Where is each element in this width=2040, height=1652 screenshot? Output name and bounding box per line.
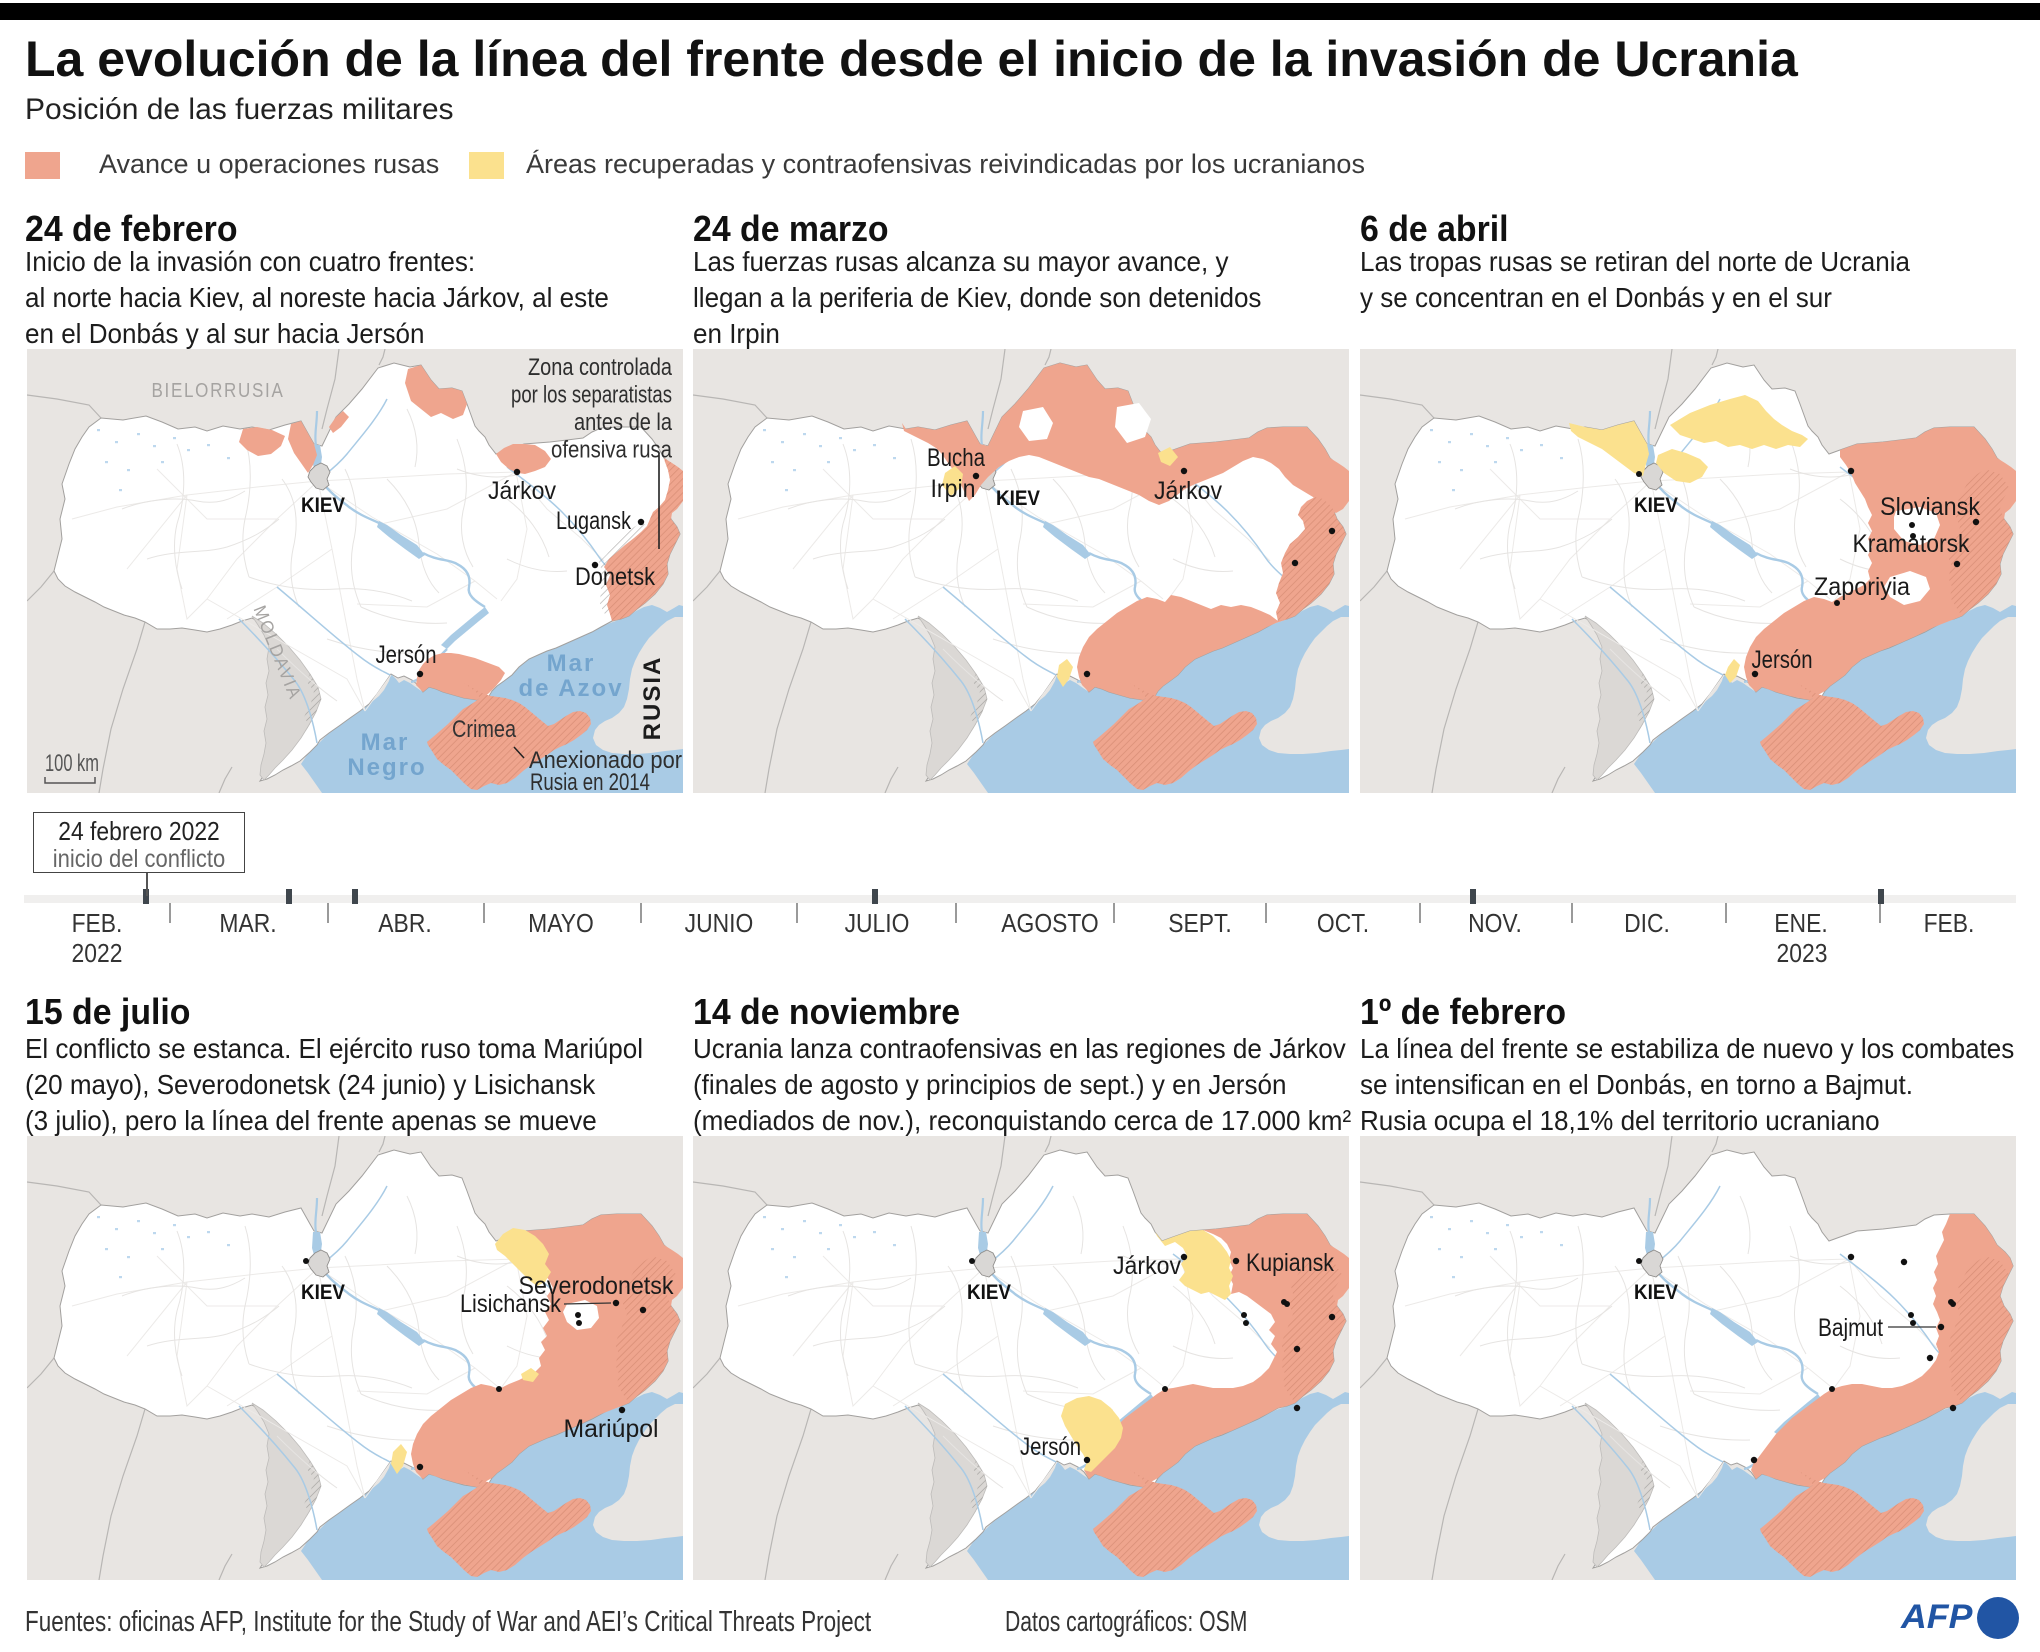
svg-text:Sloviansk: Sloviansk (1880, 493, 1980, 521)
svg-text:KIEV: KIEV (1634, 1281, 1678, 1304)
svg-text:RUSIA: RUSIA (639, 656, 666, 741)
svg-text:BIELORRUSIA: BIELORRUSIA (152, 380, 285, 402)
svg-text:Bajmut: Bajmut (1818, 1314, 1883, 1342)
svg-text:KIEV: KIEV (1634, 494, 1678, 517)
svg-text:de Azov: de Azov (518, 675, 623, 702)
svg-text:Bucha: Bucha (927, 444, 985, 472)
svg-text:ofensiva rusa: ofensiva rusa (551, 437, 673, 464)
svg-text:Mar: Mar (361, 729, 410, 756)
svg-text:Jersón: Jersón (1752, 646, 1813, 674)
svg-text:Kramatorsk: Kramatorsk (1853, 530, 1970, 558)
svg-text:KIEV: KIEV (996, 487, 1040, 510)
svg-text:KIEV: KIEV (301, 1281, 345, 1304)
svg-text:Járkov: Járkov (488, 477, 556, 505)
svg-text:Jersón: Jersón (1020, 1433, 1081, 1461)
svg-text:Rusia en 2014: Rusia en 2014 (530, 769, 650, 793)
svg-text:Zona controlada: Zona controlada (528, 354, 673, 381)
svg-text:KIEV: KIEV (301, 494, 345, 517)
svg-text:Mariúpol: Mariúpol (564, 1415, 659, 1443)
svg-text:Crimea: Crimea (452, 716, 517, 743)
svg-text:KIEV: KIEV (967, 1281, 1011, 1304)
svg-text:100 km: 100 km (45, 750, 99, 777)
svg-text:Jersón: Jersón (376, 641, 437, 669)
svg-text:Járkov: Járkov (1154, 477, 1222, 505)
svg-text:Irpin: Irpin (931, 475, 976, 503)
svg-text:Járkov: Járkov (1113, 1252, 1181, 1280)
svg-text:por los separatistas: por los separatistas (511, 382, 672, 409)
svg-text:Zaporiyia: Zaporiyia (1814, 573, 1910, 601)
svg-text:Severodonetsk: Severodonetsk (519, 1272, 674, 1300)
svg-text:Mar: Mar (547, 650, 596, 677)
svg-text:Lugansk: Lugansk (556, 507, 631, 535)
svg-text:Kupiansk: Kupiansk (1246, 1249, 1334, 1277)
svg-text:Donetsk: Donetsk (575, 563, 655, 591)
svg-text:Lisichansk: Lisichansk (460, 1290, 561, 1318)
svg-text:antes de la: antes de la (574, 409, 673, 436)
svg-text:Negro: Negro (347, 754, 426, 781)
svg-text:Anexionado por: Anexionado por (529, 747, 682, 774)
